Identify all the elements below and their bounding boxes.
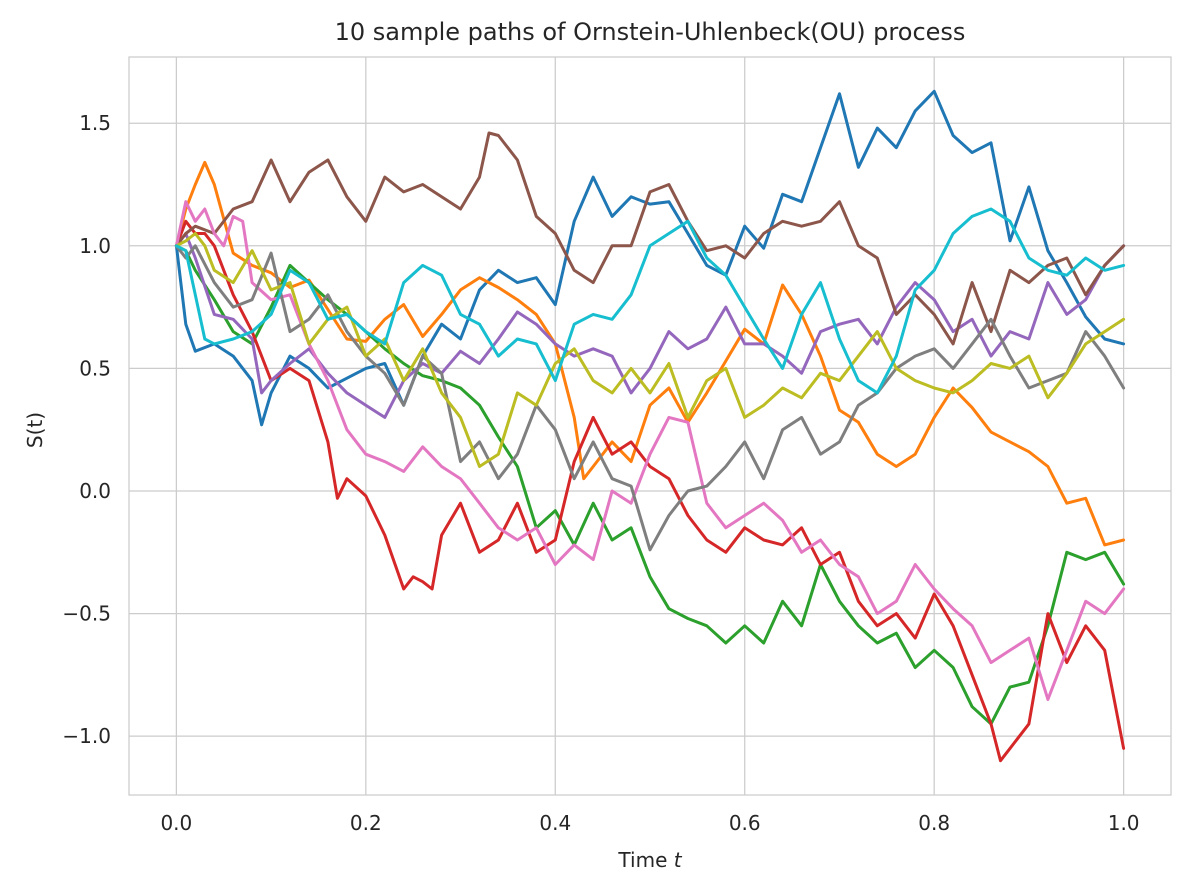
chart-title: 10 sample paths of Ornstein-Uhlenbeck(OU… [335,18,966,46]
y-tick-labels: −1.0 −0.5 0.0 0.5 1.0 1.5 [62,111,111,748]
x-tick-label: 0.6 [729,811,761,835]
x-tick-label: 1.0 [1108,811,1140,835]
y-tick-label: 0.0 [79,479,111,503]
y-tick-label: −1.0 [62,724,111,748]
series-line-9 [174,232,1126,468]
x-axis-label-text: Time [617,848,667,872]
series-line-8 [174,244,1126,552]
series-line-3 [174,244,1126,726]
x-axis-label: Time t [617,848,682,872]
series-line-6 [174,131,1126,346]
y-tick-label: 1.5 [79,111,111,135]
x-tick-label: 0.4 [539,811,571,835]
plot-frame [128,56,1172,796]
series-line-1 [174,89,1126,427]
series-layer [174,89,1126,763]
series-line-4 [174,219,1126,763]
y-tick-label: 0.5 [79,356,111,380]
series-line-10 [174,207,1126,395]
y-tick-label: −0.5 [62,602,111,626]
y-axis-label: S(t) [23,412,47,448]
x-tick-label: 0.8 [918,811,950,835]
series-line-7 [174,200,1126,701]
x-tick-label: 0.2 [350,811,382,835]
y-tick-label: 1.0 [79,234,111,258]
x-tick-label: 0.0 [160,811,192,835]
x-axis-label-var: t [674,848,683,872]
x-tick-labels: 0.0 0.2 0.4 0.6 0.8 1.0 [160,811,1139,835]
